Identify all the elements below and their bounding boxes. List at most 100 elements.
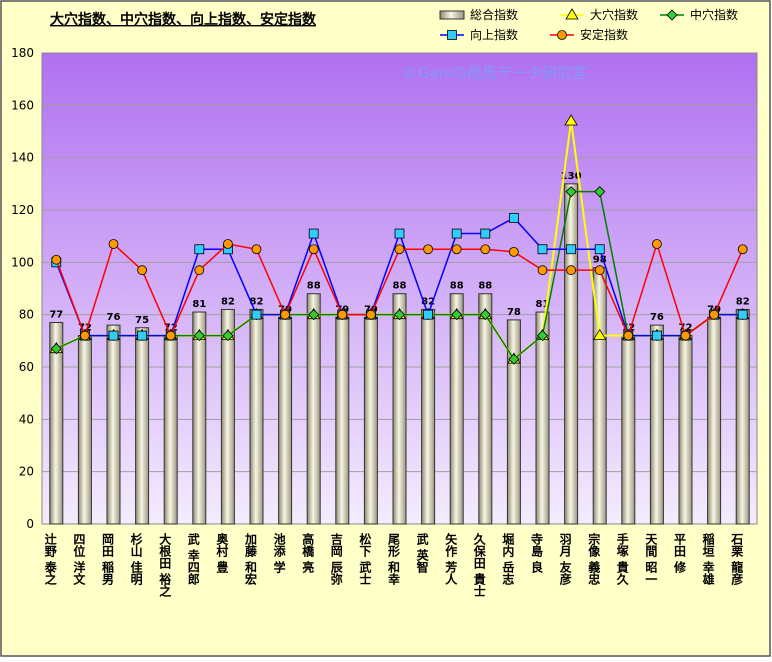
point [165, 330, 176, 341]
point [623, 330, 634, 341]
bar [335, 316, 350, 525]
y-tick-label: 180 [11, 46, 34, 60]
x-tick-label: 吉岡 辰弥 [329, 532, 343, 586]
point [451, 228, 462, 239]
legend-marker [557, 30, 567, 40]
x-tick-label: 平田 修 [673, 533, 687, 574]
y-tick-label: 60 [19, 360, 34, 374]
point [537, 244, 548, 255]
point [394, 228, 405, 239]
x-tick-label: 武 幸四郎 [186, 532, 200, 586]
legend-marker [666, 9, 678, 21]
x-tick-label: 稲垣 幸雄 [701, 532, 715, 586]
point [194, 265, 205, 276]
point [308, 244, 319, 255]
point [251, 309, 262, 320]
point [393, 309, 406, 321]
bar-value-label: 81 [536, 299, 550, 310]
point [594, 186, 606, 198]
point [566, 265, 576, 276]
bar-value-label: 76 [650, 312, 664, 323]
bar [306, 293, 321, 525]
point [423, 244, 434, 255]
x-tick-label: 堀内 岳志 [501, 532, 515, 586]
point [137, 330, 148, 341]
point [509, 246, 519, 257]
bar-value-label: 72 [78, 323, 92, 334]
bar [220, 308, 235, 525]
point [80, 330, 90, 341]
bar-value-label: 75 [135, 315, 149, 326]
point [423, 309, 434, 320]
point [451, 244, 462, 255]
bar [506, 319, 521, 525]
legend-label: 安定指数 [580, 27, 628, 42]
y-tick-label: 140 [11, 151, 34, 165]
legend-label: 中穴指数 [690, 7, 738, 22]
point [536, 330, 549, 342]
bar-value-label: 72 [621, 323, 635, 334]
bar [707, 316, 722, 525]
bar-value-label: 82 [250, 296, 264, 307]
point [480, 228, 491, 239]
watermark: ©Ganiの競馬データ研究室 [403, 64, 588, 82]
x-tick-label: 天間 昭一 [644, 533, 658, 586]
point [222, 239, 233, 249]
bar [106, 324, 121, 525]
point [594, 244, 605, 255]
x-tick-label: 岡田 稲男 [101, 533, 115, 586]
bar-value-label: 82 [421, 296, 435, 307]
point [50, 343, 62, 355]
point [537, 265, 548, 276]
point [508, 353, 520, 365]
bar-value-label: 82 [221, 296, 235, 307]
point [737, 309, 748, 320]
point [193, 330, 205, 342]
legend-label: 総合指数 [470, 7, 518, 22]
bar-value-label: 72 [679, 323, 693, 334]
point [194, 244, 205, 255]
bar-value-label: 81 [192, 299, 206, 310]
x-tick-label: 四位 洋文 [72, 533, 86, 586]
point [337, 309, 348, 320]
x-tick-label: 羽月 友彦 [558, 533, 572, 586]
bar [77, 335, 92, 525]
bar-value-label: 88 [478, 281, 492, 292]
point [451, 309, 463, 321]
point [394, 244, 405, 255]
point [680, 330, 691, 341]
bar [249, 308, 264, 525]
bar [678, 335, 693, 525]
bar [535, 311, 550, 525]
bar [392, 293, 407, 525]
x-tick-label: 池添 学 [272, 532, 286, 574]
point [137, 265, 148, 276]
point [480, 244, 491, 255]
x-tick-label: 武 英智 [415, 532, 429, 574]
legend-label: 大穴指数 [590, 7, 638, 22]
point [108, 330, 119, 341]
bar-value-label: 130 [561, 171, 582, 182]
bar [192, 311, 207, 525]
legend-marker [447, 30, 457, 40]
y-tick-label: 80 [19, 308, 34, 322]
bar-value-label: 76 [107, 312, 121, 323]
bar-value-label: 82 [736, 296, 750, 307]
x-tick-label: 石栗 龍彦 [730, 533, 744, 586]
x-tick-label: 久保田 貴士 [472, 532, 486, 598]
bar [363, 316, 378, 525]
y-tick-label: 20 [19, 465, 34, 479]
bar-value-label: 88 [307, 281, 321, 292]
point [737, 244, 748, 255]
point [51, 254, 62, 265]
legend-label: 向上指数 [470, 27, 518, 42]
chart-title: 大穴指数、中穴指数、向上指数、安定指数 [50, 11, 317, 28]
x-tick-label: 奥村 豊 [215, 532, 229, 574]
bar [278, 316, 293, 525]
x-tick-label: 寺島 良 [530, 532, 544, 574]
bar [735, 308, 750, 525]
point [566, 244, 576, 255]
point [308, 228, 319, 239]
bar [421, 308, 436, 525]
point [251, 244, 262, 255]
